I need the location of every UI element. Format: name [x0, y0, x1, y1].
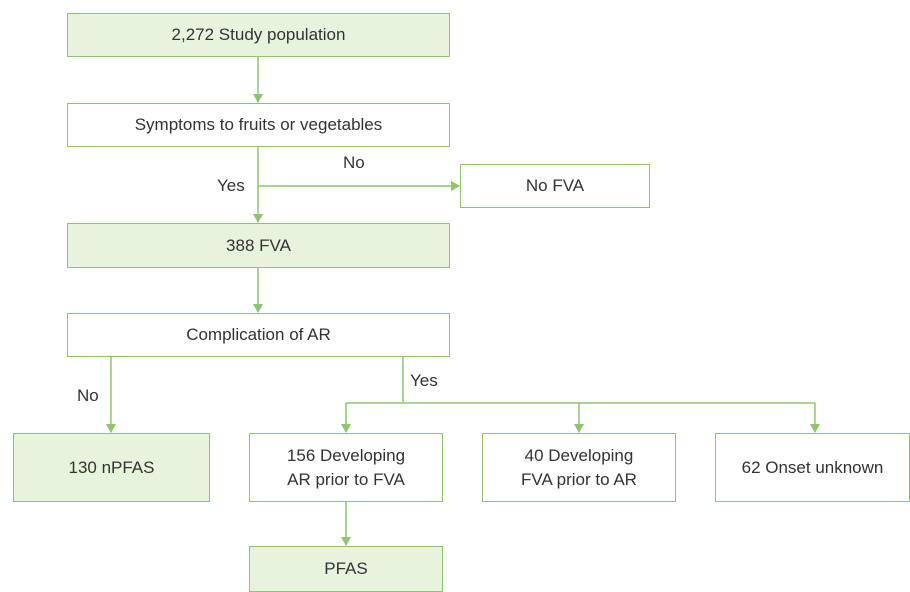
node: 130 nPFAS [13, 433, 210, 502]
node-label: Complication of AR [186, 325, 331, 344]
node-label: 62 Onset unknown [741, 457, 884, 477]
node: 156 Developing AR prior to FVA [249, 433, 443, 502]
node: Symptoms to fruits or vegetables [67, 103, 450, 147]
node: 2,272 Study population [67, 13, 450, 57]
edge-label: No [77, 386, 99, 405]
node-label: 130 nPFAS [68, 457, 155, 477]
node-label: 2,272 Study population [171, 25, 346, 44]
edge-label: Yes [217, 176, 245, 195]
node-label: AR prior to FVA [287, 469, 405, 489]
node-label: FVA prior to AR [521, 469, 637, 489]
node: Complication of AR [67, 313, 450, 357]
node-label: Symptoms to fruits or vegetables [134, 115, 383, 134]
node-label: PFAS [324, 559, 368, 578]
node: No FVA [460, 164, 650, 208]
edge-label: Yes [410, 371, 438, 390]
node: 40 Developing FVA prior to AR [482, 433, 676, 502]
node-label: 40 Developing [524, 445, 634, 465]
node: 388 FVA [67, 223, 450, 268]
node-label: 156 Developing [286, 445, 406, 465]
node-label: 388 FVA [226, 235, 291, 255]
node-label: No FVA [525, 176, 585, 195]
node: PFAS [249, 546, 443, 592]
node: 62 Onset unknown [715, 433, 910, 502]
edge-label: No [343, 153, 365, 172]
